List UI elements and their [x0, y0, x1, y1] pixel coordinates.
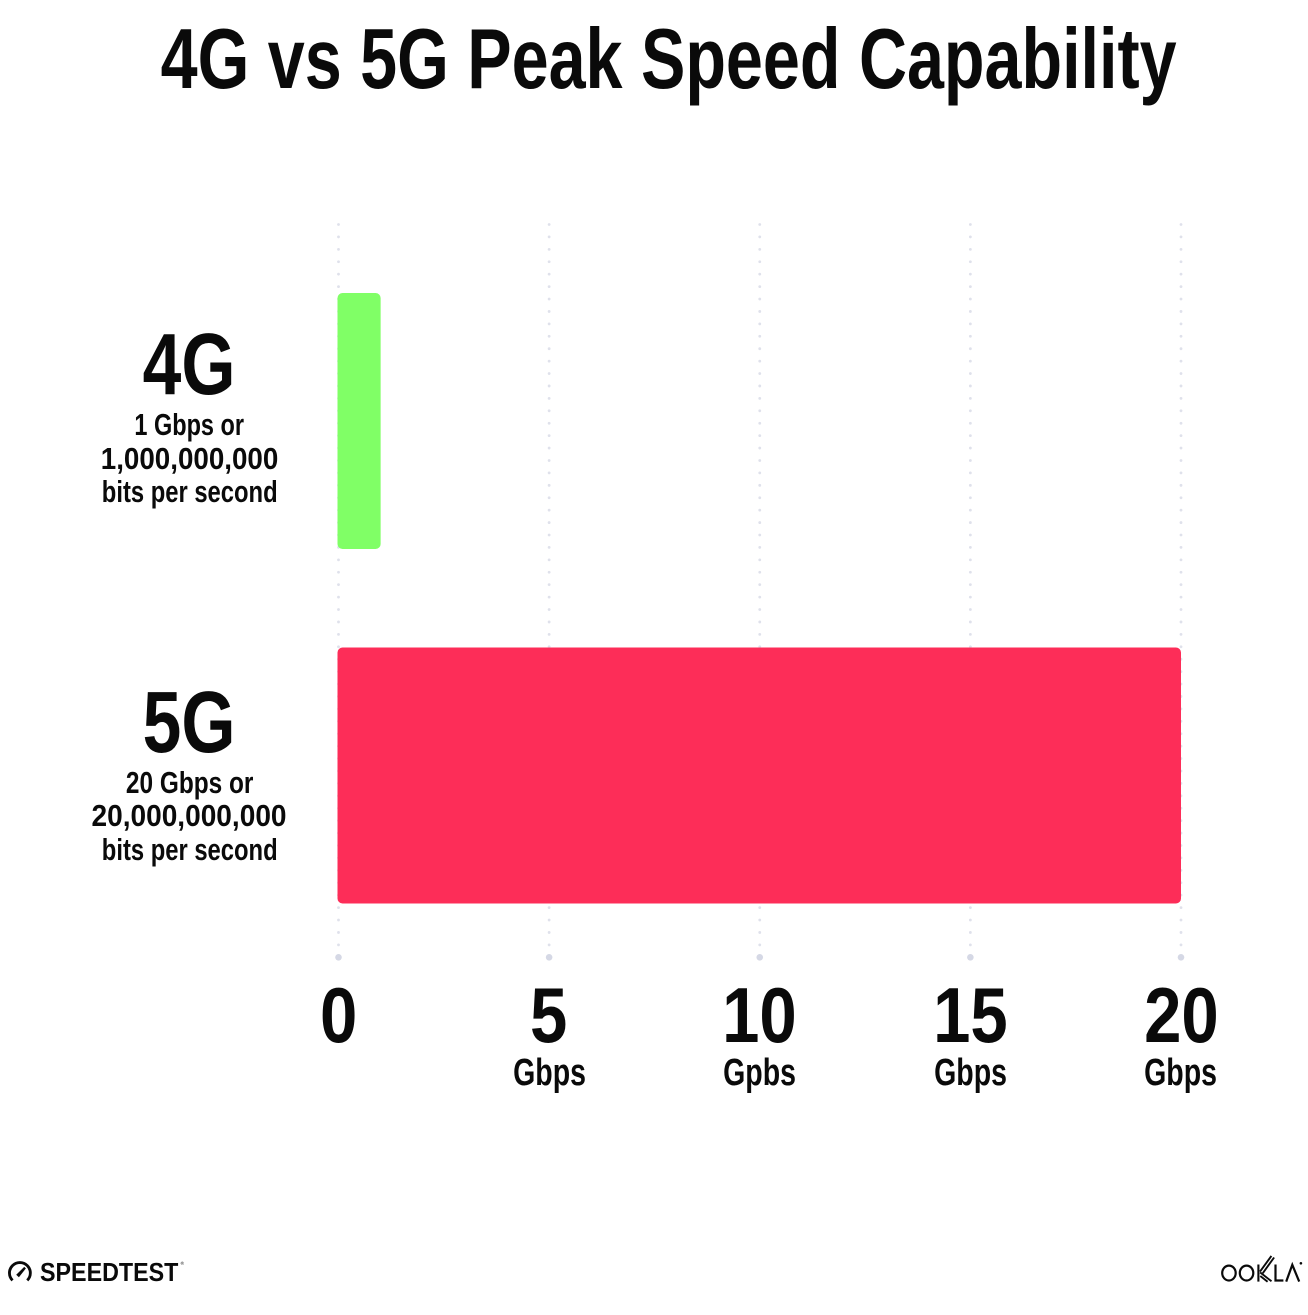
- x-tick-unit-15: Gbps: [933, 1052, 1007, 1095]
- ookla-letter-k: [1257, 1255, 1275, 1283]
- x-tick-unit-5: Gbps: [512, 1052, 586, 1095]
- x-tick-15: 15: [933, 971, 1008, 1059]
- desc-5g-line2: 20,000,000,000: [91, 799, 287, 834]
- speedtest-logo-text: SPEEDTEST: [40, 1257, 179, 1288]
- ookla-logo: [1221, 1255, 1303, 1283]
- desc-4g-line3: bits per second: [101, 475, 278, 509]
- desc-4g-line1: 1 Gbps or: [134, 408, 245, 443]
- gridline-end-dot-20: [1177, 954, 1185, 961]
- chart-title-wrap: 4G vs 5G Peak Speed Capability: [0, 12, 1308, 107]
- category-label-5g: 5G: [142, 673, 236, 771]
- gauge-needle: [16, 1266, 26, 1278]
- gridline-end-dot-0: [335, 954, 342, 961]
- gridline-end-dot-15: [967, 954, 974, 961]
- x-tick-unit-10: Gpbs: [723, 1052, 797, 1095]
- category-label-4g-wrap: 4G: [0, 316, 379, 413]
- ookla-letter-o1: [1221, 1264, 1237, 1282]
- ookla-letter-o2: [1238, 1264, 1255, 1282]
- desc-4g-line2: 1,000,000,000: [100, 441, 279, 476]
- x-tick-0: 0: [319, 971, 358, 1059]
- speedtest-gauge-icon: [8, 1261, 32, 1282]
- bar-4g: [337, 293, 381, 549]
- ookla-letter-l: [1274, 1264, 1284, 1282]
- x-tick-10: 10: [722, 971, 798, 1059]
- bar-5g: [337, 647, 1181, 904]
- category-label-4g: 4G: [142, 315, 236, 413]
- gridline-end-dot-10: [756, 954, 764, 961]
- desc-5g-line3: bits per second: [101, 832, 278, 867]
- x-tick-5: 5: [530, 971, 568, 1059]
- x-tick-20: 20: [1143, 971, 1219, 1059]
- speedtest-registered-mark: ®: [180, 1261, 184, 1267]
- ookla-letter-a: [1285, 1261, 1301, 1283]
- category-label-5g-wrap: 5G: [0, 674, 379, 771]
- x-tick-unit-20: Gbps: [1144, 1052, 1218, 1095]
- bars: [337, 293, 1181, 904]
- chart-title: 4G vs 5G Peak Speed Capability: [161, 11, 1177, 107]
- gauge-arc: [8, 1261, 32, 1282]
- category-desc-4g: 1 Gbps or 1,000,000,000 bits per second: [0, 408, 379, 509]
- gridline-end-dot-5: [545, 954, 553, 961]
- ookla-registered-mark: [1299, 1262, 1303, 1265]
- desc-5g-line1: 20 Gbps or: [125, 766, 254, 800]
- category-desc-5g: 20 Gbps or 20,000,000,000 bits per secon…: [0, 766, 379, 867]
